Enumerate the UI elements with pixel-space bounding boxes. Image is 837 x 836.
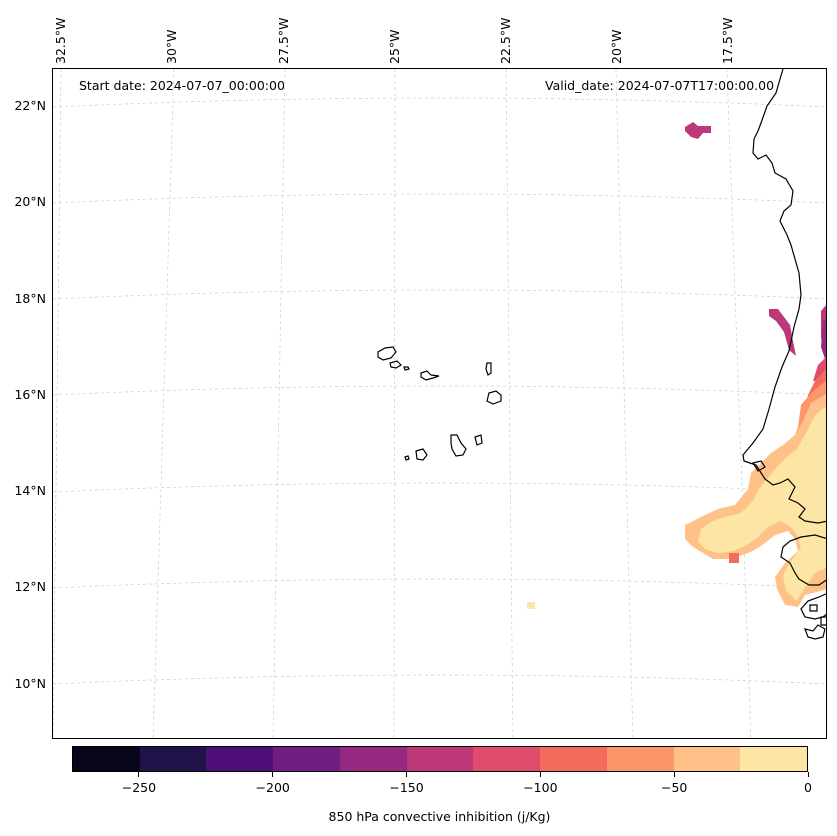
cin-spot-isolated (527, 602, 535, 609)
colorbar-bin (606, 747, 674, 771)
colorbar-bin (406, 747, 474, 771)
sao-vicente (389, 360, 402, 369)
parallel (53, 289, 826, 300)
colorbar-tick (138, 772, 140, 777)
parallel (53, 578, 826, 589)
meridian (53, 69, 62, 738)
cin-patch-north (685, 122, 711, 139)
cin-spot (729, 553, 739, 563)
meridian (152, 69, 175, 738)
start-date-label: Start date: 2024-07-07_00:00:00 (79, 78, 285, 93)
coast-island-a (809, 604, 818, 612)
guinea-coastline (800, 593, 826, 620)
colorbar-tick-label: −150 (389, 780, 424, 795)
colorbar-bin (206, 747, 274, 771)
lon-label: 25°W (387, 29, 402, 64)
sal (485, 362, 492, 376)
cin-patch-coast (769, 309, 796, 356)
parallel (53, 482, 826, 493)
colorbar-bin (139, 747, 207, 771)
lat-label: 22°N (14, 98, 46, 113)
meridian (615, 69, 634, 738)
coast-island-b (820, 616, 826, 626)
coastlines (377, 69, 826, 640)
santiago (450, 434, 467, 457)
santo-antao (377, 346, 397, 361)
colorbar-bin (73, 747, 140, 771)
cin-area-0 (698, 406, 826, 601)
fogo (415, 448, 428, 461)
colorbar-tick (673, 772, 675, 777)
dakar-peninsula (752, 460, 766, 472)
lon-label: 32.5°W (53, 17, 68, 64)
colorbar-bin (339, 747, 407, 771)
lat-label: 14°N (14, 483, 46, 498)
colorbar-bin (740, 747, 808, 771)
graticule (53, 69, 826, 738)
parallel (53, 674, 826, 685)
lat-label: 12°N (14, 579, 46, 594)
colorbar-bin (473, 747, 541, 771)
valid-date-label: Valid_date: 2024-07-07T17:00:00.00 (545, 78, 775, 93)
maio (474, 434, 483, 446)
africa-coastline (742, 69, 826, 524)
lat-label: 20°N (14, 194, 46, 209)
colorbar-tick-label: −250 (121, 780, 157, 795)
meridian (272, 69, 286, 738)
colorbar (72, 746, 808, 772)
meridian (505, 69, 514, 738)
lon-label: 27.5°W (276, 17, 291, 64)
parallel (53, 193, 826, 204)
colorbar-tick (807, 772, 809, 777)
map-canvas (53, 69, 826, 738)
map-panel (52, 68, 827, 739)
sao-nicolau (420, 370, 440, 381)
lat-label: 18°N (14, 291, 46, 306)
colorbar-tick-label: −100 (523, 780, 558, 795)
bissagos-islands (804, 624, 826, 640)
colorbar-bin (273, 747, 340, 771)
meridian (726, 69, 752, 738)
colorbar-bin (540, 747, 607, 771)
colorbar-tick (539, 772, 541, 777)
parallel (53, 385, 826, 396)
cin-contours (527, 122, 826, 609)
colorbar-tick (272, 772, 274, 777)
colorbar-bin (673, 747, 741, 771)
lat-label: 10°N (14, 676, 46, 691)
meridian (393, 69, 396, 738)
cin-band-125 (821, 318, 826, 359)
brava (404, 455, 410, 461)
santa-luzia (403, 366, 410, 371)
parallel (53, 97, 826, 108)
colorbar-tick (406, 772, 408, 777)
lat-label: 16°N (14, 387, 46, 402)
colorbar-label: 850 hPa convective inhibition (j/Kg) (328, 809, 551, 824)
gambia-coastline (780, 534, 826, 586)
lon-label: 17.5°W (720, 17, 735, 64)
boa-vista (486, 390, 502, 405)
colorbar-tick-label: 0 (804, 780, 812, 795)
colorbar-tick-label: −200 (255, 780, 290, 795)
colorbar-tick-label: −50 (660, 780, 688, 795)
lon-label: 20°W (609, 29, 624, 64)
lon-label: 30°W (164, 29, 179, 64)
lon-label: 22.5°W (498, 17, 513, 64)
